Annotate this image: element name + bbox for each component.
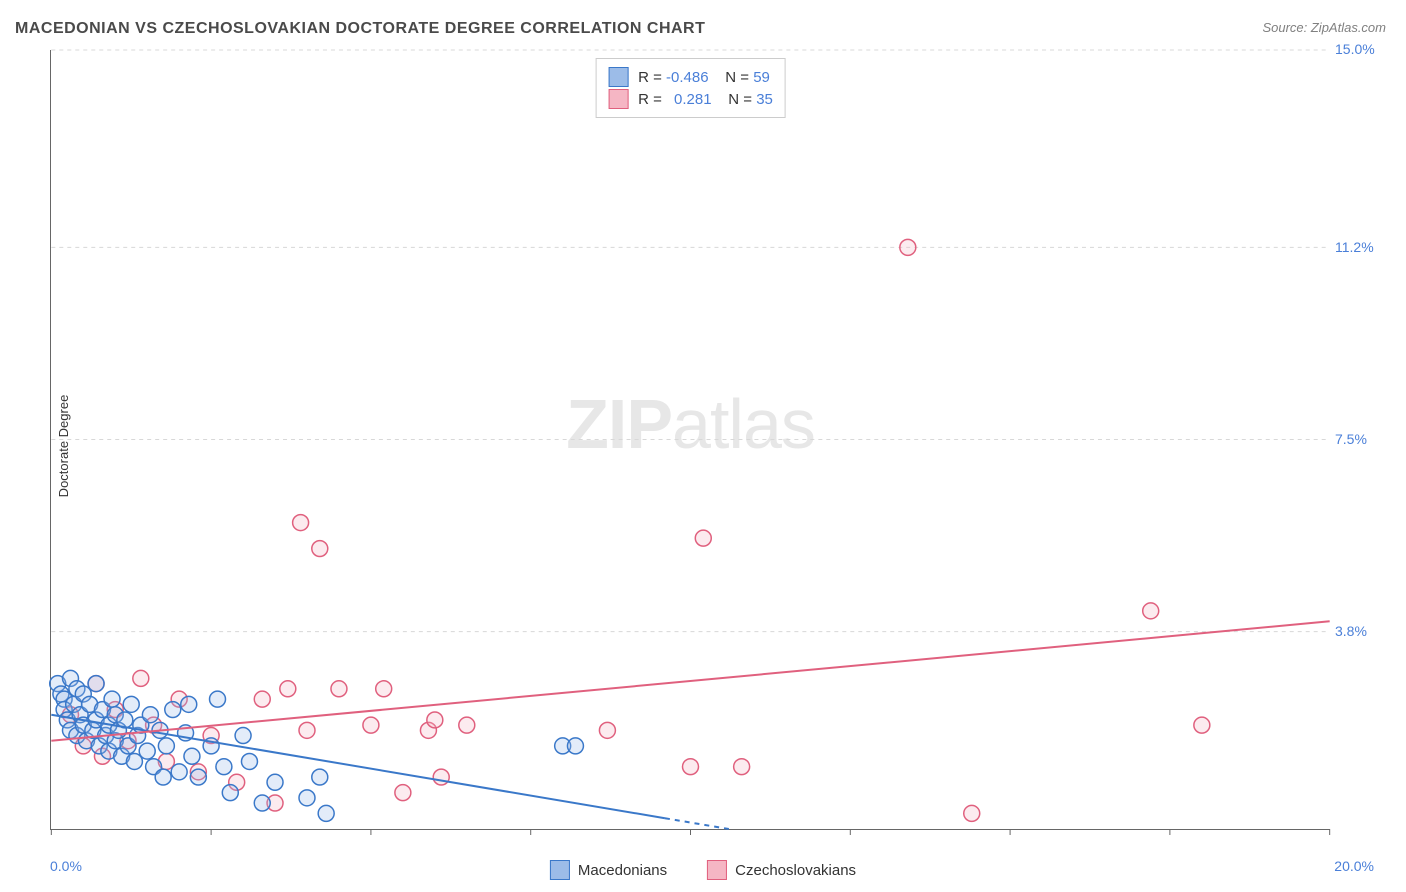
y-tick-label: 7.5% — [1335, 431, 1390, 447]
y-tick-label: 11.2% — [1335, 239, 1390, 255]
label-r: R = — [638, 91, 662, 108]
y-tick-label: 15.0% — [1335, 41, 1390, 57]
label-n: N = — [728, 91, 752, 108]
legend-row-czech: R = 0.281 N = 35 — [608, 89, 773, 109]
chart-svg — [51, 50, 1330, 829]
swatch-macedonians — [608, 67, 628, 87]
plot-area: ZIPatlas R = -0.486 N = 59 R = 0.281 N =… — [50, 50, 1330, 830]
y-tick-label: 3.8% — [1335, 623, 1390, 639]
value-r-mac: -0.486 — [666, 69, 709, 86]
swatch-czech — [608, 89, 628, 109]
chart-title: MACEDONIAN VS CZECHOSLOVAKIAN DOCTORATE … — [15, 20, 705, 38]
label-n: N = — [725, 69, 749, 86]
value-r-cze: 0.281 — [666, 91, 712, 108]
legend-text-cze: R = 0.281 N = 35 — [638, 91, 773, 108]
swatch-macedonians-icon — [550, 860, 570, 880]
x-axis-max-label: 20.0% — [1334, 858, 1374, 874]
legend-text-mac: R = -0.486 N = 59 — [638, 69, 770, 86]
legend-label-cze: Czechoslovakians — [735, 862, 856, 879]
legend-item-macedonians: Macedonians — [550, 860, 667, 880]
value-n-cze: 35 — [756, 91, 773, 108]
legend-row-macedonians: R = -0.486 N = 59 — [608, 67, 773, 87]
swatch-czech-icon — [707, 860, 727, 880]
series-legend: Macedonians Czechoslovakians — [550, 860, 856, 880]
source-attribution: Source: ZipAtlas.com — [1262, 20, 1386, 35]
source-prefix: Source: — [1262, 20, 1310, 35]
legend-label-mac: Macedonians — [578, 862, 667, 879]
value-n-mac: 59 — [753, 69, 770, 86]
legend-item-czech: Czechoslovakians — [707, 860, 856, 880]
x-axis-min-label: 0.0% — [50, 858, 82, 874]
label-r: R = — [638, 69, 662, 86]
correlation-legend: R = -0.486 N = 59 R = 0.281 N = 35 — [595, 58, 786, 118]
source-link[interactable]: ZipAtlas.com — [1311, 20, 1386, 35]
